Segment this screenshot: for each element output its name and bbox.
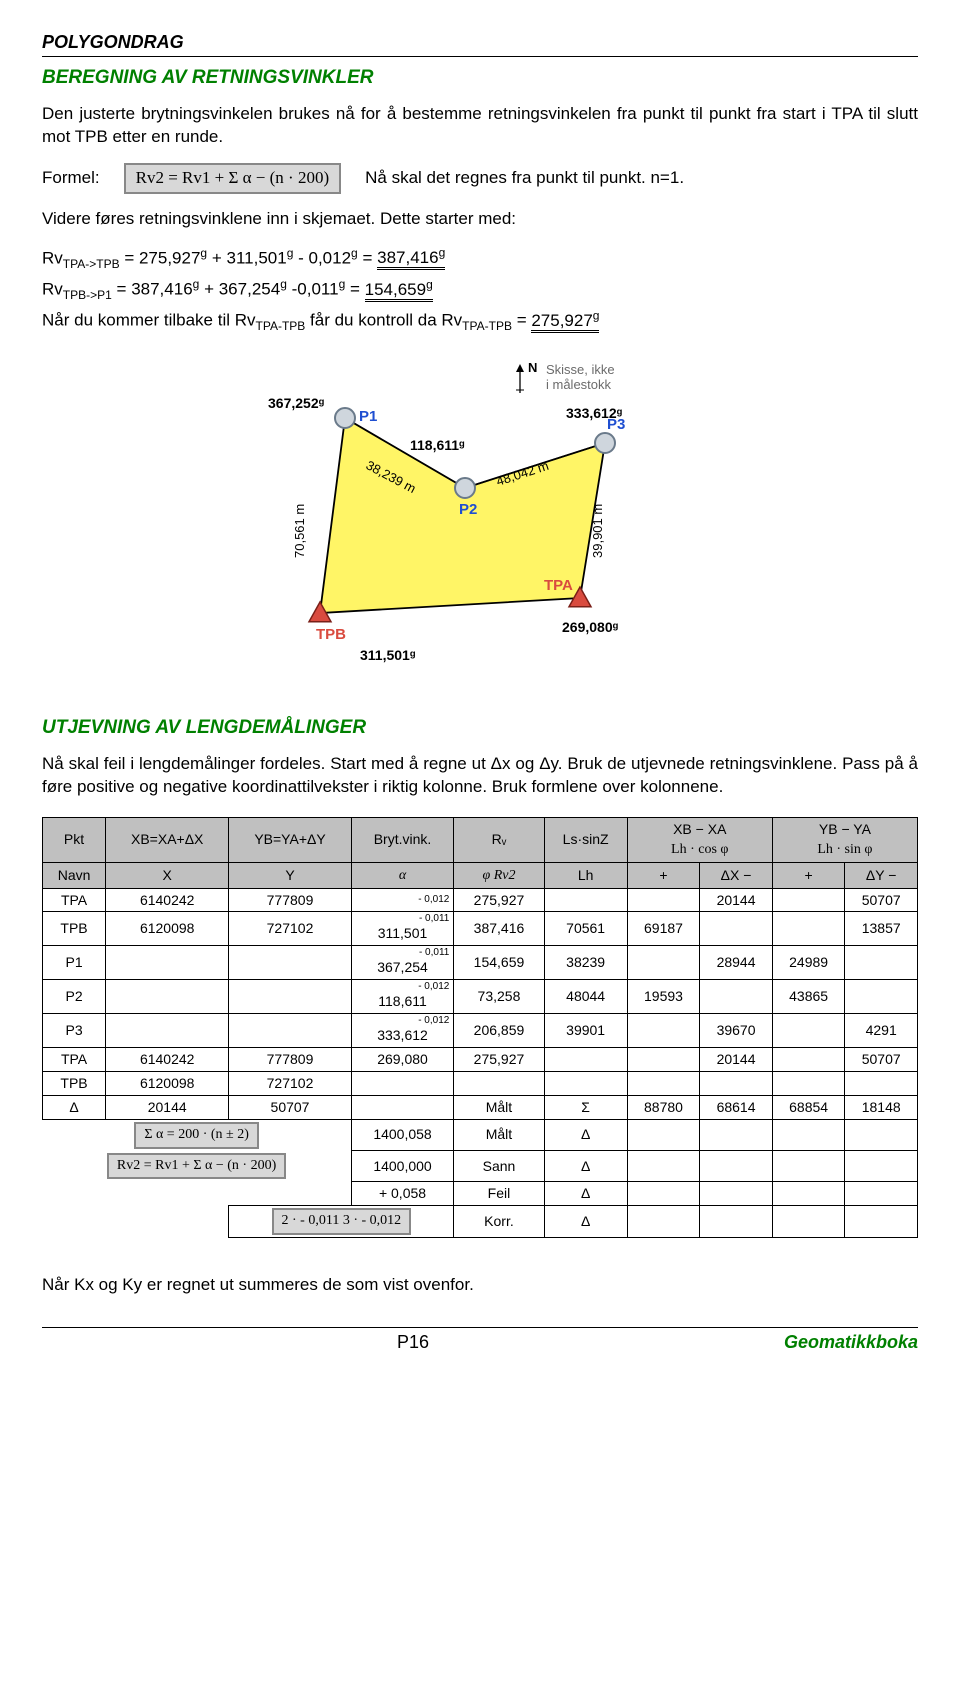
formel-box: Rv2 = Rv1 + Σ α − (n · 200) [124, 163, 341, 194]
calc-block: RvRvTPA->TPBTPA->TPB = 275,927g + 311,50… [42, 245, 918, 335]
footer-brand: Geomatikkboka [784, 1330, 918, 1354]
formel-label: Formel: [42, 167, 100, 190]
svg-text:269,080ᵍ: 269,080ᵍ [562, 619, 619, 635]
svg-text:333,612ᵍ: 333,612ᵍ [566, 405, 623, 421]
svg-text:N: N [528, 360, 537, 375]
svg-text:367,252ᵍ: 367,252ᵍ [268, 395, 325, 411]
svg-text:P2: P2 [459, 501, 477, 518]
svg-text:70,561 m: 70,561 m [292, 504, 307, 558]
svg-text:P1: P1 [359, 408, 377, 425]
formel-note: Nå skal det regnes fra punkt til punkt. … [365, 167, 684, 190]
svg-text:i målestokk: i målestokk [546, 377, 612, 392]
svg-text:Skisse, ikke: Skisse, ikke [546, 362, 615, 377]
svg-text:TPB: TPB [316, 626, 346, 643]
page-number: P16 [397, 1330, 429, 1354]
paragraph-2: Videre føres retningsvinklene inn i skje… [42, 208, 918, 231]
paragraph-3: Nå skal feil i lengdemålinger fordeles. … [42, 753, 918, 799]
svg-text:118,611ᵍ: 118,611ᵍ [410, 437, 465, 453]
doc-title: POLYGONDRAG [42, 30, 918, 57]
section-title-2: UTJEVNING AV LENGDEMÅLINGER [42, 715, 918, 741]
paragraph-1: Den justerte brytningsvinkelen brukes nå… [42, 103, 918, 149]
svg-text:39,901 m: 39,901 m [590, 504, 605, 558]
section-title-1: BEREGNING AV RETNINGSVINKLER [42, 65, 918, 91]
calc-table: PktXB=XA+ΔXYB=YA+ΔYBryt.vink.RᵥLs·sinZXB… [42, 817, 918, 1238]
paragraph-4: Når Κx og Κy er regnet ut summeres de so… [42, 1274, 918, 1297]
svg-text:TPA: TPA [544, 577, 573, 594]
page-footer: P16 Geomatikkboka [42, 1327, 918, 1354]
polygon-diagram: NSkisse, ikkei målestokkP1P2P3TPATPB367,… [42, 358, 918, 685]
svg-text:311,501ᵍ: 311,501ᵍ [360, 647, 416, 663]
